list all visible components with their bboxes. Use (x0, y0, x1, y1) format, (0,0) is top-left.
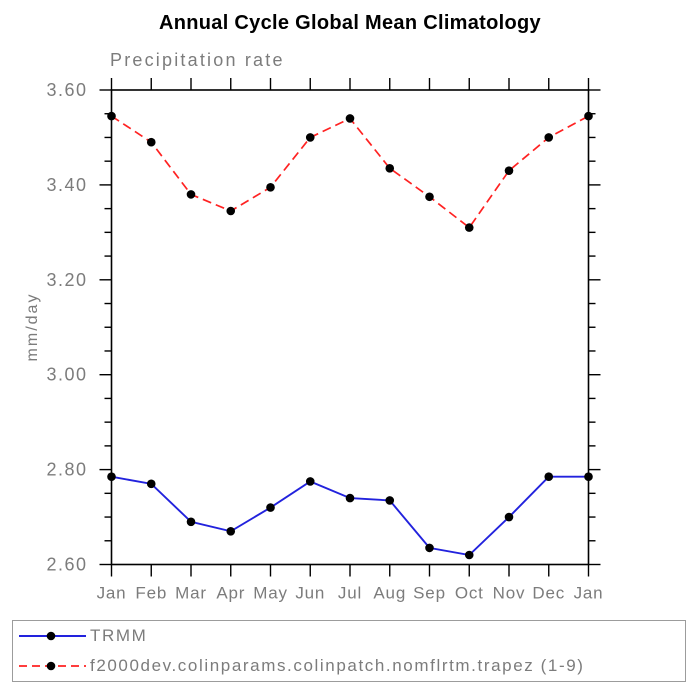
data-point-series-1 (186, 190, 196, 199)
x-tick-label: Aug (373, 584, 406, 603)
x-tick-label: Oct (455, 584, 484, 603)
y-tick-label: 3.60 (46, 80, 87, 100)
data-point-series-1 (146, 137, 156, 147)
data-point-series-0 (226, 526, 236, 536)
y-tick-label: 2.80 (46, 460, 87, 480)
data-point-series-0 (385, 496, 395, 505)
x-tick-label: Jan (97, 584, 127, 603)
data-point-series-1 (385, 163, 395, 173)
legend-line-sample-trmm (19, 631, 86, 641)
legend-label-trmm: TRMM (90, 626, 148, 645)
chart-title: Annual Cycle Global Mean Climatology (159, 12, 541, 34)
data-point-series-1 (266, 182, 275, 192)
data-point-series-0 (504, 512, 514, 522)
legend-line-sample-model (19, 661, 86, 671)
chart-subtitle: Precipitation rate (110, 50, 285, 70)
data-point-series-0 (544, 472, 554, 482)
data-point-series-0 (425, 543, 434, 553)
data-point-series-1 (464, 223, 474, 232)
series-line-1 (111, 115, 589, 229)
data-point-series-0 (345, 493, 355, 503)
data-point-series-1 (345, 114, 355, 123)
y-tick-label: 2.60 (46, 555, 87, 575)
data-point-series-1 (226, 206, 236, 216)
plot-border (110, 89, 590, 566)
legend-marker-model (46, 661, 56, 671)
data-point-series-0 (186, 517, 196, 527)
data-point-series-0 (266, 503, 275, 512)
data-point-series-1 (584, 111, 593, 121)
legend-row-trmm: TRMM (13, 621, 685, 651)
data-point-series-1 (425, 192, 434, 202)
data-point-series-1 (305, 133, 315, 142)
x-tick-label: Apr (216, 584, 245, 603)
data-point-series-0 (584, 472, 593, 482)
y-tick-label: 3.00 (46, 365, 87, 385)
data-point-series-0 (464, 550, 474, 560)
data-point-series-0 (146, 479, 156, 489)
x-tick-label: Mar (175, 584, 207, 603)
x-tick-label: Dec (532, 584, 565, 603)
y-tick-label: 3.20 (46, 270, 87, 290)
x-tick-label: Sep (413, 584, 446, 603)
data-point-series-1 (504, 166, 514, 175)
legend-label-model: f2000dev.colinparams.colinpatch.nomflrtm… (90, 656, 585, 675)
x-tick-label: Jun (295, 584, 325, 603)
series-line-0 (111, 475, 589, 557)
x-tick-label: Jan (574, 584, 604, 603)
data-point-series-1 (544, 133, 554, 142)
x-tick-label: Jul (338, 584, 362, 603)
x-tick-label: May (253, 584, 288, 603)
y-tick-label: 3.40 (46, 175, 87, 195)
legend-box: TRMM f2000dev.colinparams.colinpatch.nom… (12, 620, 686, 682)
data-point-series-1 (107, 111, 116, 121)
legend-marker-trmm (46, 631, 56, 641)
x-tick-label: Nov (493, 584, 526, 603)
data-point-series-0 (107, 472, 116, 482)
x-tick-label: Feb (135, 584, 167, 603)
data-point-series-0 (305, 477, 315, 486)
legend-row-model: f2000dev.colinparams.colinpatch.nomflrtm… (13, 651, 685, 681)
